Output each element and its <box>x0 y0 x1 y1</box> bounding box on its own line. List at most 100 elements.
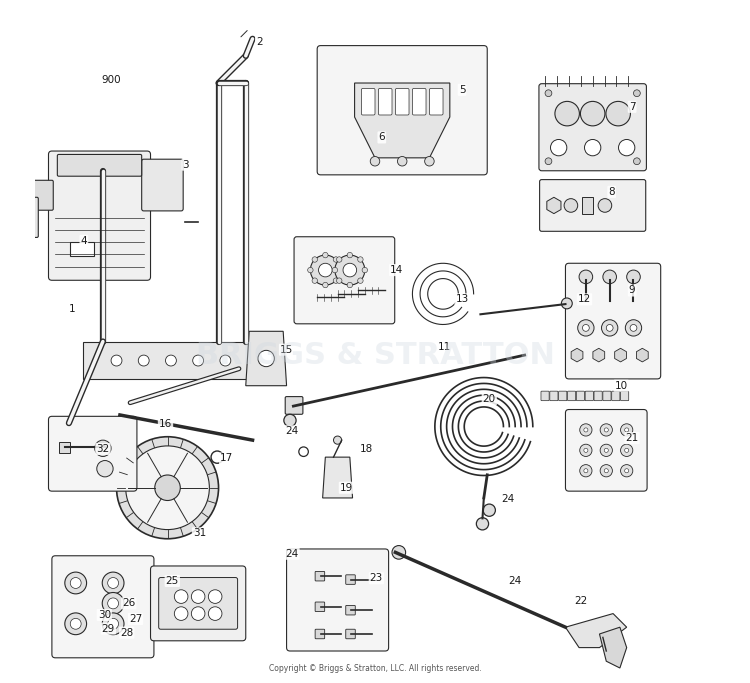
Circle shape <box>209 607 222 620</box>
Circle shape <box>174 607 188 620</box>
FancyBboxPatch shape <box>285 397 303 415</box>
FancyBboxPatch shape <box>52 556 154 658</box>
Circle shape <box>191 590 205 603</box>
FancyBboxPatch shape <box>576 391 584 401</box>
Text: 24: 24 <box>501 494 515 504</box>
Circle shape <box>606 101 631 126</box>
Circle shape <box>97 460 113 477</box>
FancyBboxPatch shape <box>568 391 576 401</box>
Text: 3: 3 <box>182 160 189 169</box>
Text: 20: 20 <box>483 394 496 404</box>
Circle shape <box>70 618 81 629</box>
Circle shape <box>578 320 594 336</box>
Text: 22: 22 <box>574 596 587 607</box>
Text: 900: 900 <box>101 74 121 85</box>
Circle shape <box>102 592 124 614</box>
Circle shape <box>580 424 592 436</box>
Circle shape <box>258 350 274 367</box>
FancyBboxPatch shape <box>49 417 137 491</box>
Circle shape <box>598 199 612 212</box>
Circle shape <box>312 278 317 283</box>
FancyBboxPatch shape <box>315 602 325 611</box>
Circle shape <box>334 255 364 285</box>
Circle shape <box>545 90 552 96</box>
FancyBboxPatch shape <box>49 151 151 280</box>
FancyBboxPatch shape <box>151 566 246 641</box>
Polygon shape <box>599 627 627 668</box>
Text: Copyright © Briggs & Stratton, LLC. All rights reserved.: Copyright © Briggs & Stratton, LLC. All … <box>268 665 482 673</box>
Polygon shape <box>637 348 648 362</box>
FancyBboxPatch shape <box>550 391 558 401</box>
FancyBboxPatch shape <box>317 46 488 175</box>
Circle shape <box>94 440 111 456</box>
Text: 9: 9 <box>628 285 635 296</box>
Circle shape <box>111 355 122 366</box>
Text: 28: 28 <box>120 628 134 638</box>
Circle shape <box>606 324 613 331</box>
Text: 14: 14 <box>390 265 404 275</box>
Text: 32: 32 <box>96 444 109 454</box>
FancyBboxPatch shape <box>286 549 388 651</box>
FancyBboxPatch shape <box>346 575 355 585</box>
Circle shape <box>358 257 363 262</box>
FancyBboxPatch shape <box>566 263 661 379</box>
FancyBboxPatch shape <box>57 154 142 176</box>
FancyBboxPatch shape <box>583 197 593 214</box>
Circle shape <box>424 156 434 166</box>
Circle shape <box>312 257 317 262</box>
Circle shape <box>322 282 328 288</box>
FancyBboxPatch shape <box>70 242 94 257</box>
Circle shape <box>298 447 308 456</box>
Circle shape <box>627 270 640 283</box>
Polygon shape <box>615 348 626 362</box>
Circle shape <box>343 263 357 277</box>
FancyBboxPatch shape <box>612 391 620 401</box>
Circle shape <box>154 475 180 501</box>
Polygon shape <box>355 83 450 158</box>
Text: 24: 24 <box>286 548 298 559</box>
Circle shape <box>337 257 342 262</box>
Circle shape <box>602 320 618 336</box>
Circle shape <box>583 324 590 331</box>
FancyBboxPatch shape <box>346 605 355 615</box>
Circle shape <box>562 298 572 309</box>
Polygon shape <box>82 342 253 379</box>
Circle shape <box>319 263 332 277</box>
Circle shape <box>604 428 608 432</box>
FancyBboxPatch shape <box>559 391 567 401</box>
FancyBboxPatch shape <box>413 89 426 115</box>
Text: 23: 23 <box>370 573 383 583</box>
FancyBboxPatch shape <box>585 391 593 401</box>
Text: 16: 16 <box>159 419 172 430</box>
Text: 1: 1 <box>69 304 76 314</box>
Text: 4: 4 <box>80 236 87 246</box>
Circle shape <box>174 590 188 603</box>
Text: 12: 12 <box>578 294 591 305</box>
Circle shape <box>584 448 588 452</box>
Circle shape <box>398 156 407 166</box>
Circle shape <box>333 278 339 283</box>
Circle shape <box>102 572 124 594</box>
Circle shape <box>545 158 552 165</box>
Circle shape <box>64 613 86 635</box>
Circle shape <box>580 444 592 456</box>
Circle shape <box>126 446 209 529</box>
Circle shape <box>483 504 496 516</box>
Circle shape <box>108 618 118 629</box>
FancyBboxPatch shape <box>603 391 611 401</box>
Circle shape <box>600 424 613 436</box>
Circle shape <box>620 424 633 436</box>
Text: 19: 19 <box>340 483 353 492</box>
Circle shape <box>70 578 81 589</box>
Circle shape <box>191 607 205 620</box>
FancyBboxPatch shape <box>34 180 53 210</box>
Text: 24: 24 <box>286 426 298 436</box>
Circle shape <box>100 445 106 451</box>
Circle shape <box>580 101 605 126</box>
Text: 24: 24 <box>508 576 521 586</box>
Polygon shape <box>593 348 604 362</box>
Polygon shape <box>246 331 286 386</box>
FancyBboxPatch shape <box>539 84 646 171</box>
Circle shape <box>332 267 338 273</box>
Text: 31: 31 <box>193 529 206 538</box>
